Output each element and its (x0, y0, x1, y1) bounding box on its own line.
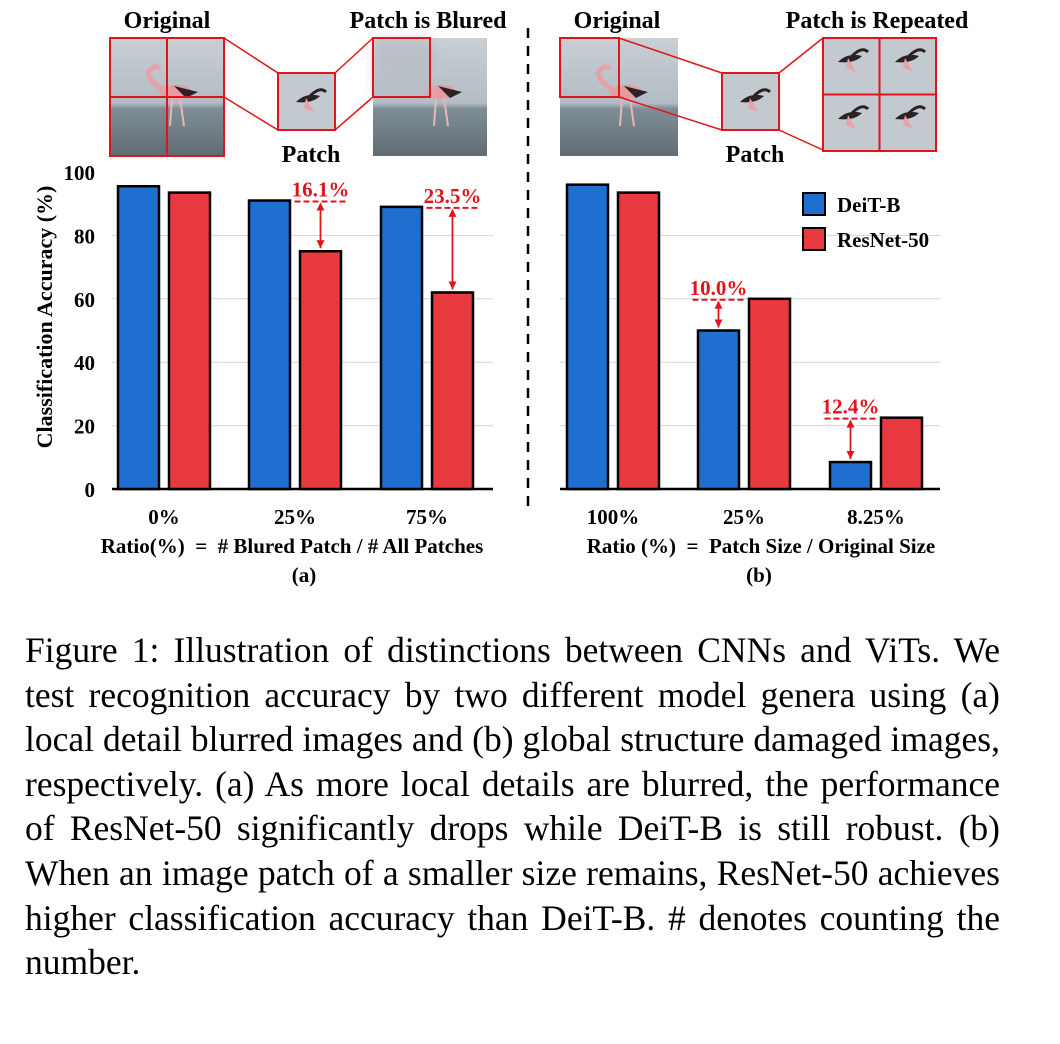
bar-resnet-0 (167, 191, 212, 491)
annotation-arrowhead-down-2 (846, 451, 855, 460)
bar-deit-1 (696, 329, 741, 491)
panel-a-patch-label: Patch (282, 142, 341, 168)
x-tick-label-0: 0% (148, 505, 180, 529)
x-tick-label-1: 25% (723, 505, 765, 529)
bar-resnet-1 (747, 297, 792, 491)
annotation-label-1: 16.1% (292, 178, 350, 202)
legend-label-1: ResNet-50 (837, 228, 929, 252)
panel-b-sublabel: (b) (746, 563, 772, 587)
panel-a-blurred-photo (372, 37, 487, 156)
bar-deit-2 (828, 460, 873, 491)
x-tick-label-0: 100% (587, 505, 640, 529)
panel-a-patch-photo (223, 37, 374, 131)
bar-resnet-0 (616, 191, 661, 491)
panel-b-patch-label: Patch (726, 142, 785, 168)
y-tick-label-80: 80 (74, 224, 95, 248)
x-tick-label-1: 25% (274, 505, 316, 529)
annotation-arrowhead-down-1 (714, 319, 723, 328)
legend-label-0: DeiT-B (837, 193, 900, 217)
annotation-label-1: 10.0% (690, 276, 748, 300)
y-tick-label-60: 60 (74, 288, 95, 312)
annotation-arrowhead-up-1 (714, 300, 723, 309)
annotation-label-2: 23.5% (424, 184, 482, 208)
bar-deit-1 (247, 199, 292, 491)
x-tick-label-2: 75% (406, 505, 448, 529)
annotation-arrowhead-down-1 (316, 240, 325, 249)
bar-deit-2 (379, 205, 424, 491)
bar-resnet-2 (879, 416, 924, 491)
legend-swatch-0 (802, 192, 826, 216)
panel-b-xlabel: Ratio (%) = Patch Size / Original Size (587, 534, 936, 558)
y-axis-label: Classification Accuracy (%) (32, 186, 57, 449)
panel-a-original-photo (109, 37, 225, 157)
legend-swatch-1 (802, 227, 826, 251)
panel-a-transformed-label: Patch is Blured (350, 8, 508, 34)
x-tick-label-2: 8.25% (847, 505, 905, 529)
panel-b-original-label: Original (574, 8, 661, 34)
annotation-label-2: 12.4% (822, 395, 880, 419)
annotation-arrowhead-up-2 (846, 419, 855, 428)
panel-a-header: Original Patch is Blured Patch (124, 8, 507, 168)
panel-b-transformed-label: Patch is Repeated (786, 8, 969, 34)
y-tick-label-20: 20 (74, 415, 95, 439)
annotation-arrowhead-down-2 (448, 281, 457, 290)
annotation-arrowhead-up-1 (316, 202, 325, 211)
figure-1: Original Patch is Blured Patch Original … (32, 8, 969, 587)
figure-caption: Figure 1: Illustration of distinctions b… (25, 630, 1000, 983)
panel-a-xlabel: Ratio(%) = # Blured Patch / # All Patche… (101, 534, 484, 558)
annotation-arrowhead-up-2 (448, 208, 457, 217)
y-tick-label-40: 40 (74, 351, 95, 375)
y-tick-label-0: 0 (85, 478, 96, 502)
bar-deit-0 (116, 185, 161, 491)
panel-a-original-label: Original (124, 8, 211, 34)
panel-b-repeated-photo (822, 37, 937, 152)
chart-a: 0 20 40 60 80 100 0% 25% 16.1% 75% 23.5% (64, 161, 493, 529)
bar-deit-0 (565, 183, 610, 491)
bar-resnet-1 (298, 250, 343, 491)
y-tick-label-100: 100 (64, 161, 96, 185)
panel-b-header: Original Patch is Repeated Patch (574, 8, 969, 168)
panel-a-sublabel: (a) (292, 563, 317, 587)
bar-resnet-2 (430, 291, 475, 491)
panel-b-patch-photo (618, 37, 824, 151)
chart-b: 100% 25% 10.0% 8.25% 12.4% DeiT-B ResNet-50 (560, 183, 940, 529)
